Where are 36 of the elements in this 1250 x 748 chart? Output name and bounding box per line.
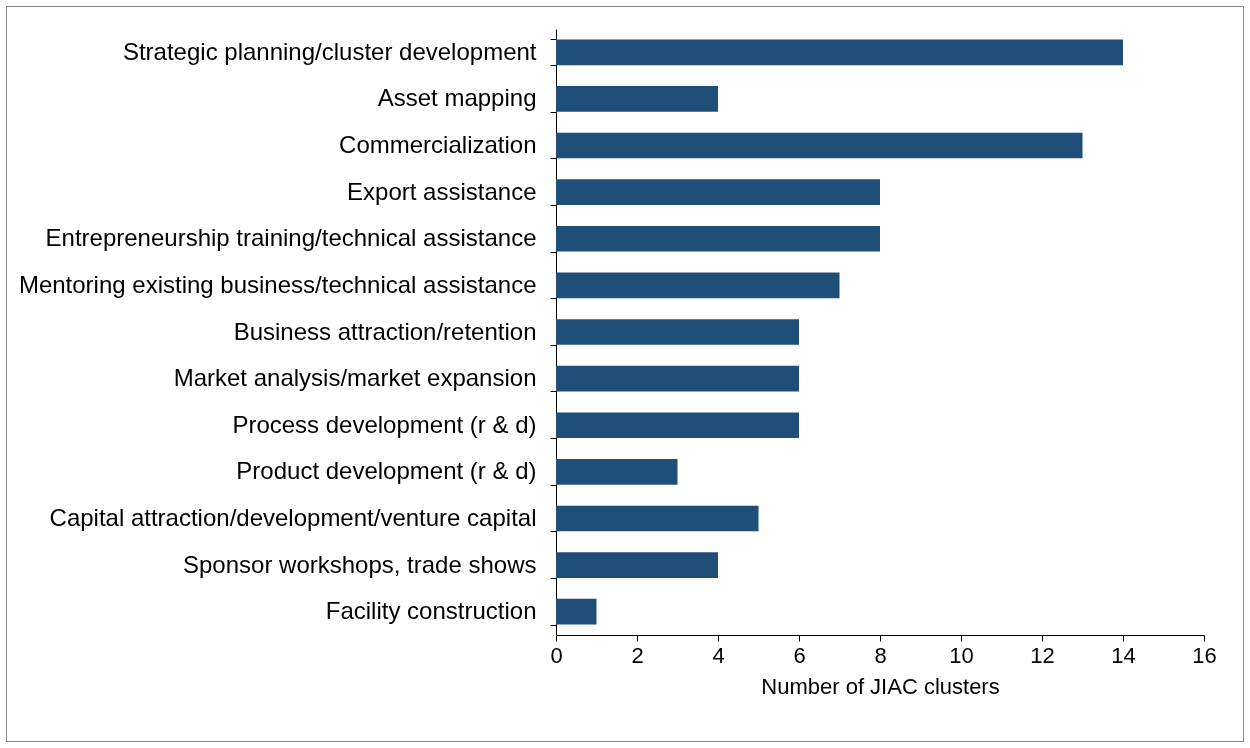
x-tick-label: 8 (874, 642, 887, 668)
y-tick-label: Market analysis/market expansion (173, 364, 537, 392)
bar (556, 412, 799, 439)
y-tick-label: Capital attraction/development/venture capital (49, 503, 537, 531)
x-tick-label: 12 (1030, 642, 1055, 668)
y-tick-label: Asset mapping (377, 84, 537, 112)
y-tick-label: Commercialization (339, 131, 537, 159)
y-tick-label: Entrepreneurship training/technical assistance (45, 224, 537, 252)
bar (556, 319, 799, 345)
bar (556, 505, 759, 532)
x-tick-label: 14 (1111, 642, 1136, 668)
bar (556, 225, 880, 252)
y-tick-label: Process development (r & d) (232, 410, 537, 438)
x-tick-label: 2 (631, 642, 644, 668)
y-tick-label: Export assistance (347, 177, 537, 205)
bar (556, 598, 597, 625)
y-tick-label: Facility construction (325, 597, 537, 625)
y-tick-label: Mentoring existing business/technical assistance (18, 270, 537, 298)
bar (556, 459, 678, 485)
bar (556, 39, 1123, 66)
x-tick-label: 16 (1192, 642, 1217, 668)
bar (556, 365, 799, 392)
x-tick-label: 0 (550, 642, 563, 668)
y-tick-label: Business attraction/retention (233, 317, 537, 345)
x-tick-label: 10 (949, 642, 974, 668)
x-axis-title: Number of JIAC clusters (761, 673, 1000, 699)
y-tick-label: Strategic planning/cluster development (122, 37, 537, 65)
bar (556, 132, 1083, 159)
x-tick-label: 4 (712, 642, 725, 668)
bar (556, 272, 840, 299)
y-tick-label: Sponsor workshops, trade shows (182, 550, 537, 578)
bar (556, 179, 880, 205)
bar (556, 552, 718, 578)
x-tick-label: 6 (793, 642, 806, 668)
bar (556, 86, 718, 112)
y-tick-label: Product development (r & d) (236, 457, 537, 485)
